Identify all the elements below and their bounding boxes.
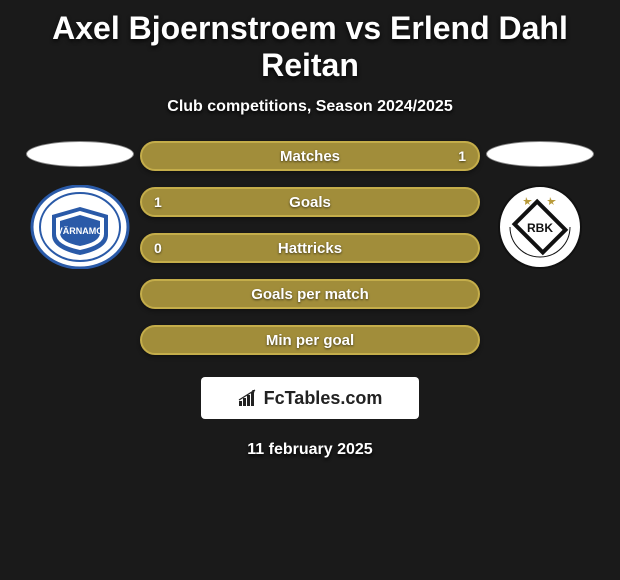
right-player-col: RBK — [480, 141, 600, 269]
stats-column: Matches 1 1 Goals 0 Hattricks Goals per … — [140, 141, 480, 355]
stat-label: Min per goal — [266, 332, 354, 349]
bar-chart-icon — [238, 389, 260, 407]
subtitle: Club competitions, Season 2024/2025 — [0, 98, 620, 116]
stat-left-value: 1 — [154, 194, 162, 210]
stat-left-value: 0 — [154, 240, 162, 256]
stat-row-matches: Matches 1 — [140, 141, 480, 171]
ifk-varnamo-badge-icon: VÄRNAMO — [30, 185, 130, 269]
stat-row-goals-per-match: Goals per match — [140, 279, 480, 309]
brand-box: FcTables.com — [201, 377, 419, 419]
page-title: Axel Bjoernstroem vs Erlend Dahl Reitan — [0, 0, 620, 84]
date-text: 11 february 2025 — [0, 441, 620, 459]
rosenborg-badge-icon: RBK — [490, 185, 590, 269]
stat-label: Goals — [289, 194, 331, 211]
left-player-col: VÄRNAMO — [20, 141, 140, 269]
right-player-avatar — [486, 141, 594, 167]
stat-label: Hattricks — [278, 240, 342, 257]
left-player-avatar — [26, 141, 134, 167]
stat-row-goals: 1 Goals — [140, 187, 480, 217]
stat-row-hattricks: 0 Hattricks — [140, 233, 480, 263]
brand-label: FcTables.com — [264, 388, 383, 409]
stat-label: Matches — [280, 148, 340, 165]
svg-text:VÄRNAMO: VÄRNAMO — [57, 226, 104, 236]
stat-right-value: 1 — [458, 148, 466, 164]
svg-text:RBK: RBK — [527, 221, 553, 235]
stat-label: Goals per match — [251, 286, 369, 303]
stat-row-min-per-goal: Min per goal — [140, 325, 480, 355]
comparison-area: VÄRNAMO Matches 1 1 Goals 0 Hattricks Go… — [0, 141, 620, 355]
left-club-logo: VÄRNAMO — [30, 185, 130, 269]
right-club-logo: RBK — [490, 185, 590, 269]
